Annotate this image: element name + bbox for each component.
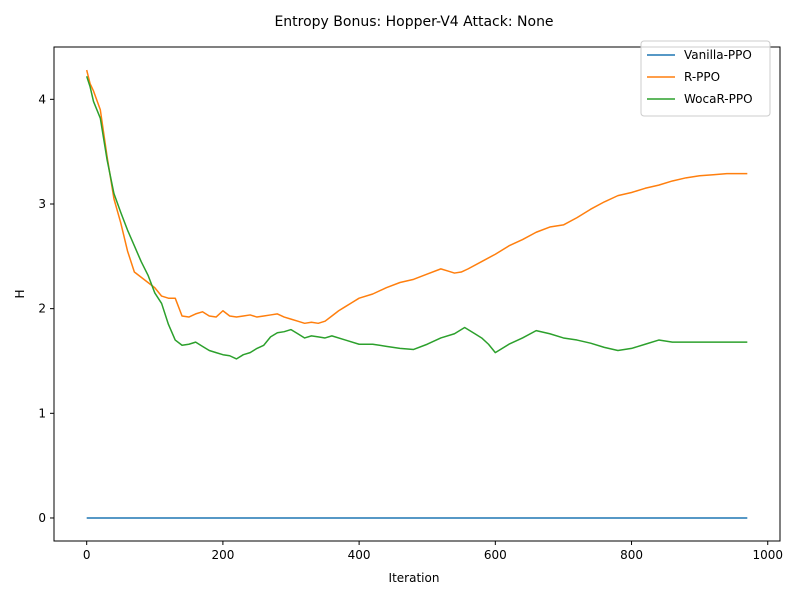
legend-label-r-ppo: R-PPO <box>684 70 720 84</box>
x-axis-label: Iteration <box>389 571 440 585</box>
x-tick-label: 200 <box>211 548 234 562</box>
x-tick-label: 1000 <box>752 548 783 562</box>
y-tick-label: 0 <box>38 511 46 525</box>
legend: Vanilla-PPO R-PPO WocaR-PPO <box>640 40 771 117</box>
x-axis-ticks: 0 200 400 600 800 1000 <box>83 541 783 562</box>
plot-area: 0 200 400 600 800 1000 0 1 2 3 4 <box>38 46 783 562</box>
series-line-wocar-ppo <box>85 76 748 360</box>
series-line-r-ppo <box>85 69 748 325</box>
y-axis-ticks: 0 1 2 3 4 <box>38 92 54 525</box>
chart-title: Entropy Bonus: Hopper-V4 Attack: None <box>274 14 553 30</box>
x-tick-label: 600 <box>484 548 507 562</box>
y-tick-label: 2 <box>38 302 46 316</box>
x-tick-label: 0 <box>83 548 91 562</box>
legend-label-vanilla-ppo: Vanilla-PPO <box>684 48 752 62</box>
x-tick-label: 800 <box>620 548 643 562</box>
legend-box <box>640 40 771 117</box>
legend-label-wocar-ppo: WocaR-PPO <box>684 92 753 106</box>
x-tick-label: 400 <box>348 548 371 562</box>
y-tick-label: 1 <box>38 406 46 420</box>
series-layer <box>85 69 748 519</box>
plot-frame <box>53 46 781 542</box>
legend-items: Vanilla-PPO R-PPO WocaR-PPO <box>647 48 753 106</box>
y-tick-label: 3 <box>38 197 46 211</box>
y-tick-label: 4 <box>38 92 46 106</box>
y-axis-label: H <box>13 289 27 298</box>
